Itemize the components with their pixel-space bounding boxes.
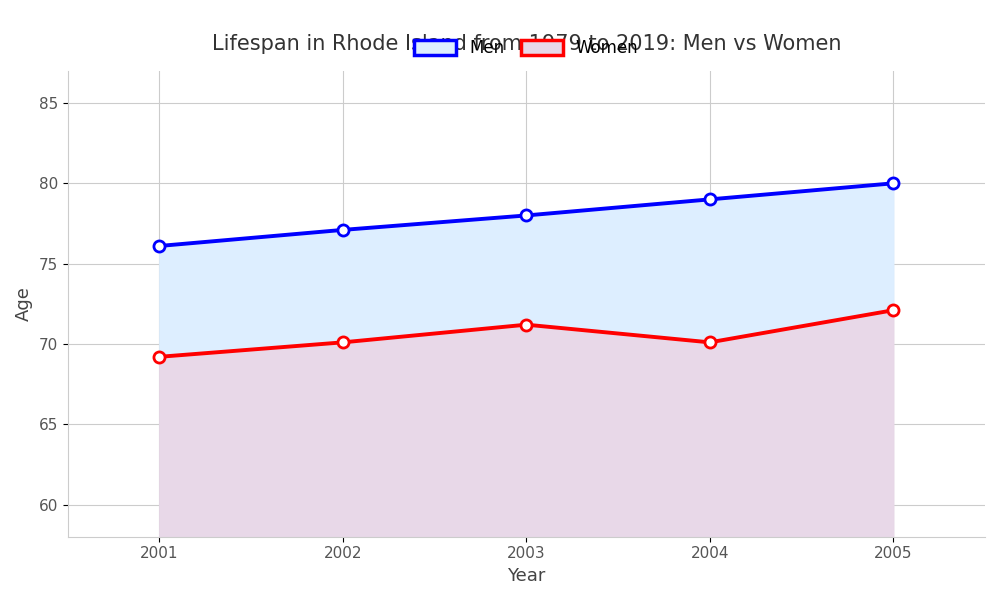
Title: Lifespan in Rhode Island from 1979 to 2019: Men vs Women: Lifespan in Rhode Island from 1979 to 20… bbox=[212, 34, 841, 54]
Y-axis label: Age: Age bbox=[15, 286, 33, 321]
X-axis label: Year: Year bbox=[507, 567, 546, 585]
Legend: Men, Women: Men, Women bbox=[407, 32, 645, 64]
